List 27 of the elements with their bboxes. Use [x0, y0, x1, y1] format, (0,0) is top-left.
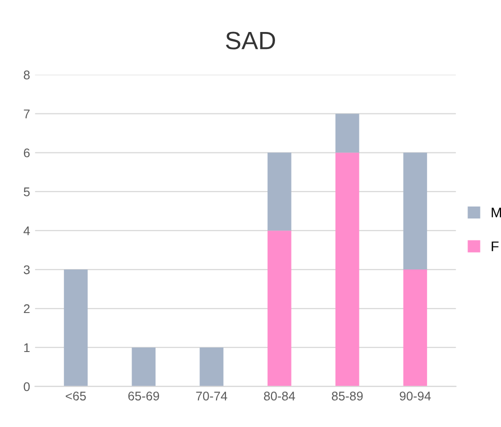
legend-label: F — [492, 242, 499, 252]
y-tick-label: 6 — [24, 148, 30, 158]
bar — [335, 114, 360, 153]
y-tick-label: 8 — [24, 70, 30, 80]
bar — [268, 230, 292, 386]
x-tick-label: 90-94 — [400, 392, 431, 400]
bar — [64, 270, 88, 386]
chart-title: SAD — [226, 32, 276, 50]
y-tick-label: 4 — [24, 226, 30, 236]
y-tick-label: 2 — [24, 304, 30, 314]
bar — [335, 152, 360, 386]
x-tick-label: 70-74 — [196, 392, 228, 400]
x-tick-label: 85-89 — [332, 392, 363, 400]
y-tick-label: 5 — [24, 188, 30, 196]
y-tick-label: 0 — [24, 382, 30, 392]
x-tick-label: 80-84 — [264, 392, 296, 400]
bar — [268, 152, 292, 231]
bar — [200, 347, 224, 386]
y-tick-label: 1 — [24, 343, 30, 352]
x-tick-label: <65 — [66, 392, 86, 400]
legend-label: M — [492, 208, 501, 218]
y-tick-label: 7 — [24, 110, 30, 118]
x-tick-label: 65-69 — [128, 392, 160, 400]
bar — [403, 270, 428, 386]
bar — [132, 347, 156, 386]
y-tick-label: 3 — [24, 265, 30, 274]
bar — [403, 152, 428, 270]
